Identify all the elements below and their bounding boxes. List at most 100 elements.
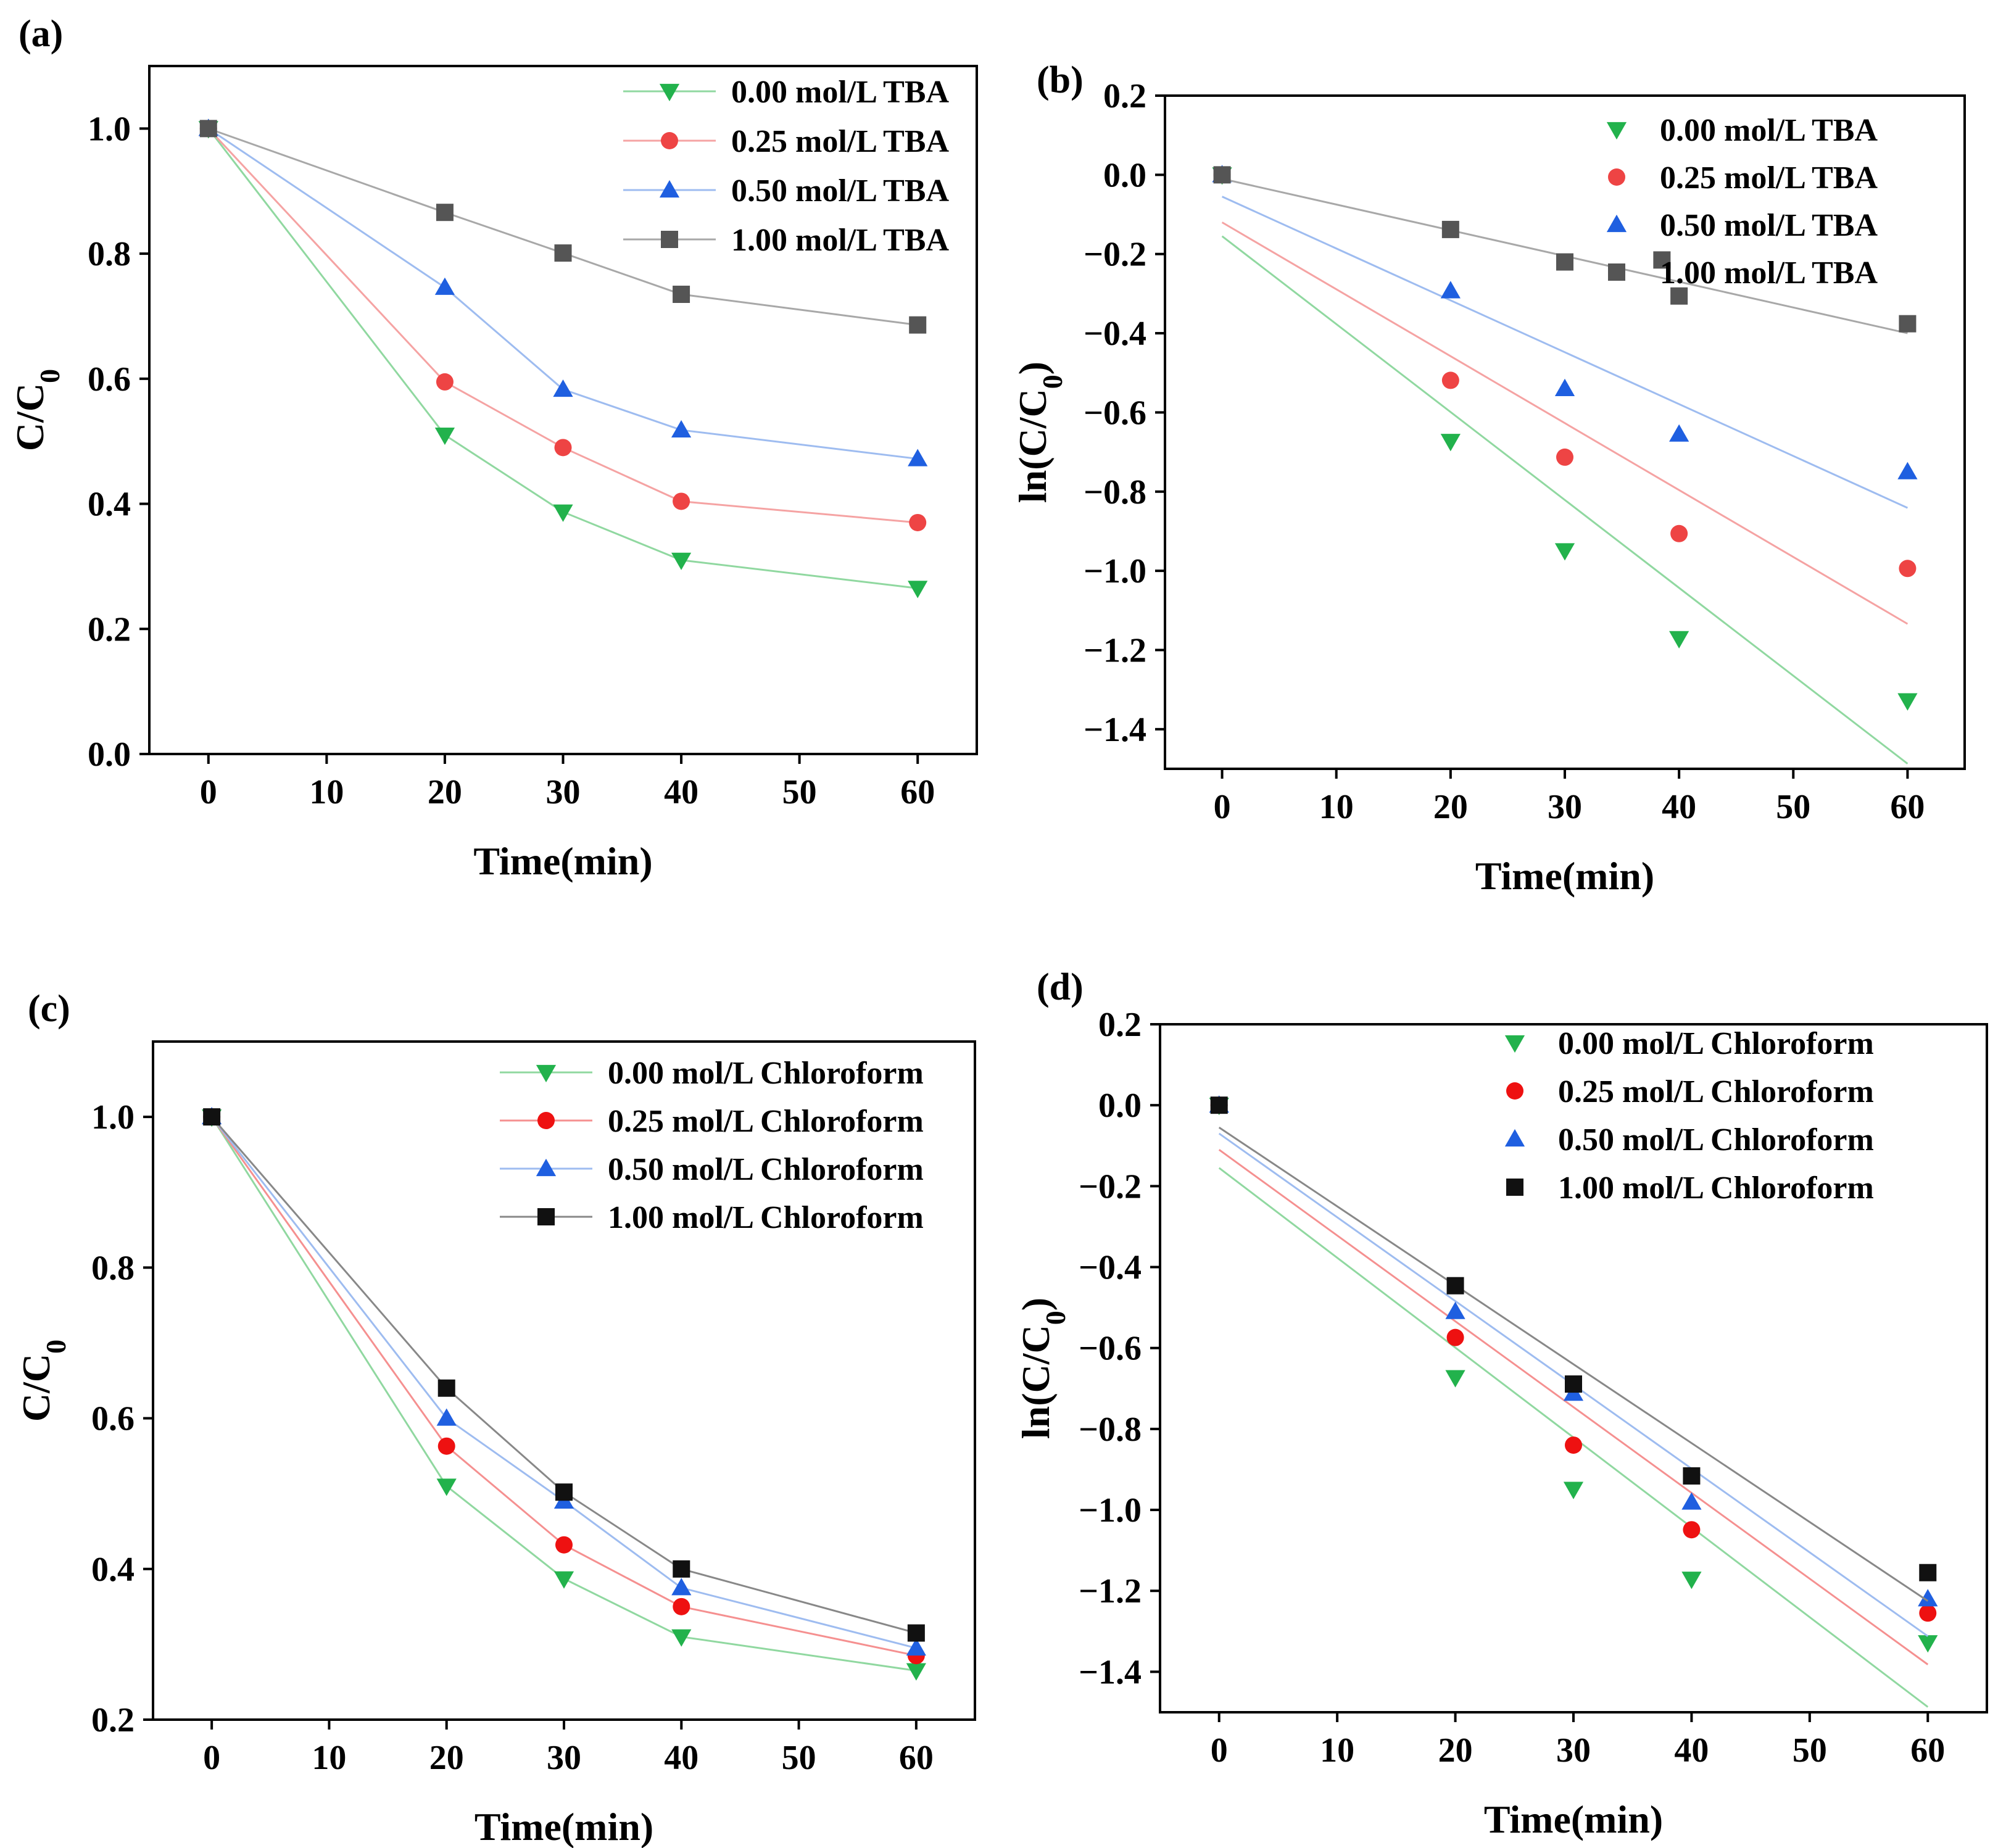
- y-tick-label: 0.6: [91, 1400, 135, 1438]
- legend-marker: [1504, 1129, 1525, 1147]
- data-point: [199, 120, 217, 138]
- x-tick-label: 10: [1319, 788, 1354, 826]
- y-tick-label: −0.8: [1084, 473, 1146, 512]
- y-tick-label: 0.2: [91, 1701, 135, 1739]
- data-point: [437, 1437, 455, 1455]
- legend-label: 0.50 mol/L Chloroform: [608, 1152, 924, 1187]
- legend: 0.00 mol/L TBA 0.25 mol/L TBA 0.50 mol/L T…: [623, 75, 949, 258]
- data-point: [1669, 631, 1689, 648]
- data-point: [1653, 251, 1671, 269]
- data-point: [1445, 1301, 1465, 1319]
- y-tick-label: 0.4: [88, 486, 131, 524]
- data-point: [1670, 524, 1688, 542]
- data-point: [1670, 287, 1688, 305]
- legend-marker: [1506, 1179, 1523, 1196]
- legend-label: 0.25 mol/L Chloroform: [608, 1104, 924, 1139]
- data-point: [1919, 1564, 1937, 1581]
- y-tick-label: −0.6: [1079, 1330, 1142, 1368]
- data-point: [1669, 424, 1689, 442]
- legend: 0.00 mol/L Chloroform 0.25 mol/L Chlorofo…: [500, 1056, 924, 1235]
- data-point: [553, 504, 573, 522]
- data-point: [436, 1408, 457, 1426]
- legend-label: 0.50 mol/L TBA: [1660, 208, 1878, 243]
- y-tick-label: 1.0: [88, 110, 131, 148]
- data-point: [1556, 448, 1573, 466]
- data-point: [909, 513, 927, 531]
- y-tick-label: 0.8: [91, 1249, 135, 1287]
- x-tick-label: 30: [1556, 1731, 1591, 1770]
- x-tick-label: 60: [900, 773, 935, 811]
- y-tick-label: 0.2: [1098, 1006, 1142, 1044]
- x-tick-label: 30: [547, 1739, 581, 1777]
- x-axis-title: Time(min): [1484, 1797, 1663, 1841]
- x-tick-label: 40: [1674, 1731, 1709, 1770]
- data-point: [1441, 371, 1459, 389]
- data-point: [553, 379, 573, 397]
- series-1: [203, 1108, 925, 1665]
- legend-label: 0.00 mol/L TBA: [1660, 113, 1878, 148]
- data-point: [553, 1571, 574, 1589]
- x-tick-label: 20: [1433, 788, 1468, 826]
- legend-label: 0.00 mol/L Chloroform: [608, 1056, 924, 1091]
- legend-marker: [536, 1158, 557, 1177]
- x-tick-label: 0: [1211, 1731, 1228, 1770]
- x-axis-title: Time(min): [473, 839, 652, 883]
- plot-frame: [152, 1040, 976, 1721]
- panel-label: (c): [28, 988, 70, 1030]
- legend-marker: [661, 231, 678, 248]
- y-axis-title: C/C0: [14, 1340, 72, 1422]
- data-point: [436, 204, 454, 222]
- legend-marker: [1606, 214, 1627, 233]
- y-tick-label: −0.8: [1079, 1411, 1142, 1449]
- series-2: [198, 118, 928, 466]
- x-tick-label: 10: [312, 1739, 346, 1777]
- data-point: [203, 1108, 221, 1126]
- x-tick-label: 50: [782, 1739, 816, 1777]
- x-tick-label: 60: [1890, 788, 1925, 826]
- fit-line: [1218, 1149, 1929, 1665]
- legend-marker: [661, 132, 678, 149]
- x-axis-title: Time(min): [1475, 854, 1654, 898]
- data-point: [908, 449, 928, 466]
- legend-marker: [1506, 1082, 1523, 1100]
- chart-panel-c: (c) 0 10 20 30 40 50 60 0.2 0.4 0.6 0.8 1.0 Time(min)…: [14, 988, 976, 1848]
- legend-label: 0.25 mol/L TBA: [731, 124, 949, 159]
- x-tick-label: 0: [1214, 788, 1231, 826]
- legend-label: 0.25 mol/L Chloroform: [1558, 1074, 1874, 1109]
- legend-marker: [1504, 1035, 1525, 1053]
- data-point: [1213, 166, 1231, 184]
- series-1: [1210, 1096, 1937, 1665]
- x-tick-label: 50: [1793, 1731, 1827, 1770]
- y-tick-label: −1.0: [1084, 552, 1146, 590]
- data-point: [1899, 560, 1917, 578]
- data-point: [554, 244, 572, 262]
- plot-frame: [1164, 94, 1966, 770]
- legend-marker: [1608, 168, 1625, 186]
- y-tick-label: 0.0: [1098, 1087, 1142, 1125]
- data-point: [555, 1536, 573, 1554]
- fit-line: [1221, 222, 1909, 625]
- data-point: [436, 1478, 457, 1496]
- legend: 0.00 mol/L Chloroform 0.25 mol/L Chlorofo…: [1504, 1026, 1874, 1206]
- series-0: [202, 1109, 926, 1681]
- data-point: [907, 1624, 925, 1642]
- data-point: [1563, 1481, 1584, 1499]
- data-point: [1565, 1375, 1582, 1393]
- series-3: [199, 120, 927, 334]
- data-point: [434, 277, 455, 295]
- y-axis-title: ln(C/C0): [1014, 1298, 1071, 1439]
- y-tick-label: 0.2: [1103, 77, 1146, 115]
- legend-marker: [659, 180, 680, 198]
- data-point: [434, 427, 455, 445]
- data-point: [1210, 1096, 1228, 1114]
- data-point: [1683, 1467, 1701, 1485]
- data-point: [1446, 1328, 1464, 1346]
- series-3: [203, 1108, 925, 1642]
- data-point: [673, 285, 690, 303]
- x-tick-label: 40: [664, 773, 698, 811]
- legend: 0.00 mol/L TBA 0.25 mol/L TBA 0.50 mol/L T…: [1606, 113, 1878, 291]
- y-tick-label: 0.0: [88, 735, 131, 774]
- data-point: [555, 1483, 573, 1501]
- y-tick-label: 1.0: [91, 1098, 135, 1137]
